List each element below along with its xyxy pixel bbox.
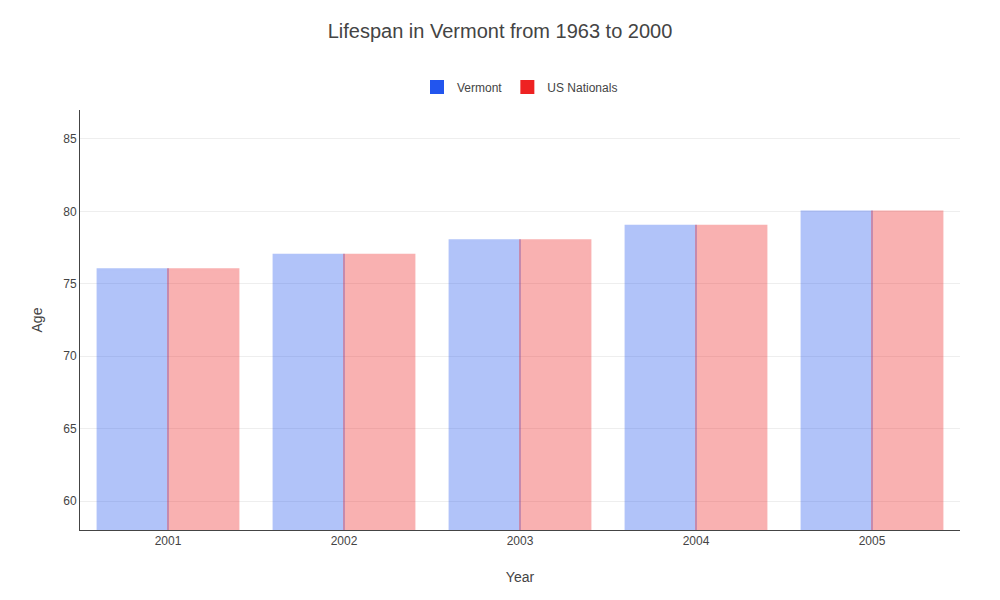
svg-text:65: 65: [63, 422, 77, 436]
svg-text:US Nationals: US Nationals: [547, 81, 617, 95]
svg-text:2002: 2002: [331, 534, 358, 548]
svg-text:60: 60: [63, 494, 77, 508]
svg-text:85: 85: [63, 132, 77, 146]
svg-text:Vermont: Vermont: [457, 81, 502, 95]
svg-text:70: 70: [63, 349, 77, 363]
svg-text:2004: 2004: [683, 534, 710, 548]
svg-text:Year: Year: [506, 569, 535, 585]
svg-text:Lifespan in Vermont from 1963: Lifespan in Vermont from 1963 to 2000: [328, 20, 673, 42]
svg-text:2001: 2001: [155, 534, 182, 548]
svg-text:80: 80: [63, 205, 77, 219]
svg-text:2003: 2003: [507, 534, 534, 548]
svg-text:2005: 2005: [859, 534, 886, 548]
svg-text:Age: Age: [29, 307, 45, 332]
svg-text:75: 75: [63, 277, 77, 291]
